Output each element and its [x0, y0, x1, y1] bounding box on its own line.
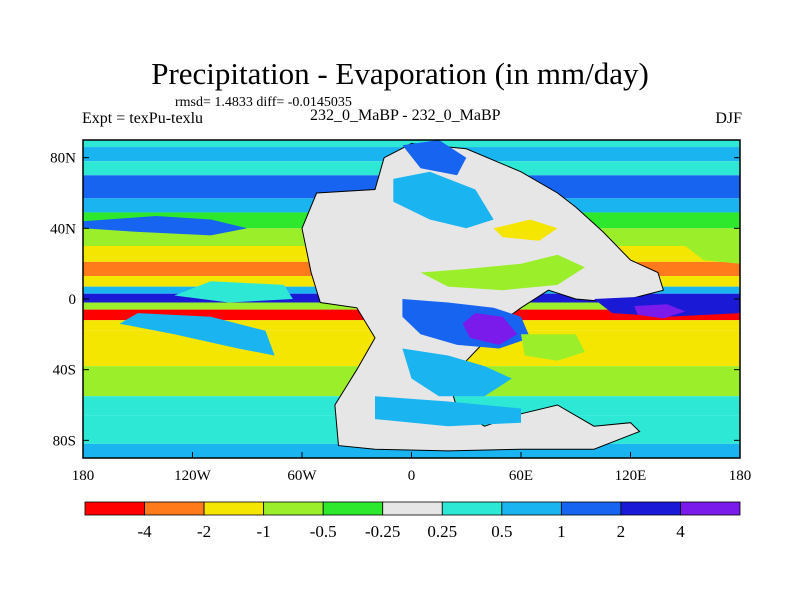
colorbar-swatch	[84, 501, 145, 516]
colorbar-label: 4	[676, 522, 685, 541]
x-tick-label: 60E	[509, 468, 533, 484]
colorbar-label: -0.5	[310, 522, 337, 541]
plot-title: Precipitation - Evaporation (in mm/day)	[151, 56, 649, 91]
colorbar-swatch	[203, 501, 265, 516]
rmsd-diff-stats: rmsd= 1.4833 diff= -0.0145035	[175, 95, 352, 110]
season-label: DJF	[715, 110, 742, 127]
y-tick-label: 40S	[53, 363, 76, 379]
colorbar-label: 1	[557, 522, 566, 541]
anomaly-region-4	[493, 219, 558, 241]
colorbar-swatch	[263, 501, 324, 516]
y-tick-label: 0	[69, 292, 77, 308]
anomaly-region-1	[393, 171, 494, 229]
anomaly-region-12	[83, 216, 248, 236]
colorbar-label: 0.25	[427, 522, 457, 541]
x-tick-label: 0	[408, 468, 416, 484]
colorbar: -4 -2 -1 -0.5 -0.25 0.25 0.5 1 2 4	[84, 501, 741, 541]
anomaly-region-9	[375, 396, 521, 427]
colorbar-swatch	[501, 501, 562, 516]
anomaly-region-15	[685, 242, 740, 264]
x-tick-label: 180	[729, 468, 752, 484]
colorbar-swatch	[382, 501, 443, 516]
colorbar-label: -1	[257, 522, 271, 541]
colorbar-swatch	[144, 501, 205, 516]
anomaly-region-6	[462, 313, 518, 345]
anomaly-region-13	[174, 281, 293, 303]
colorbar-label: 0.5	[491, 522, 512, 541]
y-tick-label: 40N	[50, 221, 76, 237]
colorbar-swatch	[680, 501, 741, 516]
colorbar-swatch	[560, 501, 622, 516]
x-tick-label: 180	[72, 468, 95, 484]
x-tick-label: 60W	[287, 468, 317, 484]
colorbar-label: -0.25	[365, 522, 400, 541]
anomaly-region-11	[634, 304, 686, 319]
x-tick-label: 120E	[615, 468, 647, 484]
colorbar-swatch	[620, 501, 681, 516]
anomaly-region-8	[521, 334, 585, 361]
colorbar-swatch	[441, 501, 503, 516]
anomaly-region-3	[420, 254, 585, 291]
colorbar-swatch	[322, 501, 384, 516]
colorbar-label: -2	[197, 522, 211, 541]
anomaly-region-7	[402, 348, 512, 397]
axis-ticks: 180 120W 60W 0 60E 120E 180 80N 40N 0 40S 80S	[50, 151, 751, 484]
experiment-label: Expt = texPu-texlu	[82, 110, 204, 127]
anomaly-region-2	[402, 140, 467, 176]
map-field	[83, 140, 740, 458]
y-tick-label: 80S	[53, 433, 76, 449]
x-tick-label: 120W	[174, 468, 212, 484]
anomaly-region-14	[119, 313, 275, 356]
run-comparison-label: 232_0_MaBP - 232_0_MaBP	[310, 107, 501, 124]
y-tick-label: 80N	[50, 151, 76, 167]
colorbar-label: -4	[137, 522, 152, 541]
colorbar-label: 2	[617, 522, 626, 541]
